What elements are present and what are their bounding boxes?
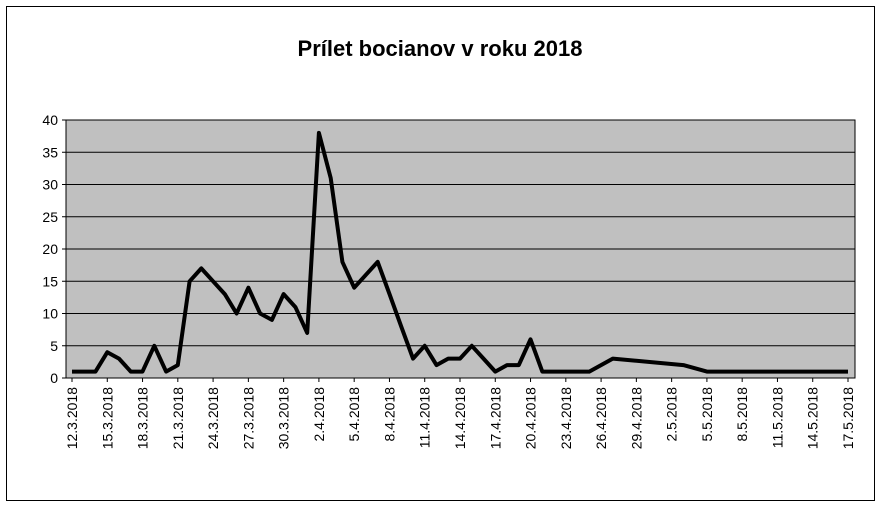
data-line: [72, 130, 848, 374]
x-tick-label: 20.4.2018: [523, 387, 539, 449]
x-tick-label: 14.5.2018: [805, 387, 821, 449]
x-tick-label: 18.3.2018: [135, 387, 151, 449]
x-tick-label: 30.3.2018: [276, 387, 292, 449]
x-tick-label: 8.5.2018: [734, 387, 750, 442]
x-tick-label: 2.5.2018: [664, 387, 680, 442]
x-tick-label: 23.4.2018: [558, 387, 574, 449]
y-tick-label: 25: [42, 209, 58, 225]
x-tick-label: 11.4.2018: [417, 387, 433, 448]
x-tick-label: 14.4.2018: [452, 387, 468, 449]
x-tick-label: 26.4.2018: [593, 387, 609, 449]
x-tick-label: 5.5.2018: [699, 387, 715, 442]
x-tick-label: 8.4.2018: [381, 387, 397, 442]
x-tick-label: 5.4.2018: [346, 387, 362, 442]
chart-title: Prílet bocianov v roku 2018: [298, 36, 583, 61]
x-tick-label: 11.5.2018: [769, 387, 785, 448]
x-tick-label: 17.4.2018: [487, 387, 503, 449]
x-tick-label: 24.3.2018: [205, 387, 221, 449]
y-tick-label: 35: [42, 144, 58, 160]
y-tick-label: 15: [42, 273, 58, 289]
y-tick-label: 20: [42, 241, 58, 257]
x-tick-label: 17.5.2018: [840, 387, 856, 449]
y-tick-label: 5: [50, 338, 58, 354]
y-tick-label: 0: [50, 370, 58, 386]
x-tick-label: 2.4.2018: [311, 387, 327, 442]
y-tick-label: 30: [42, 177, 58, 193]
x-tick-label: 29.4.2018: [628, 387, 644, 449]
x-tick-label: 15.3.2018: [99, 387, 115, 449]
x-tick-label: 27.3.2018: [240, 387, 256, 449]
y-tick-label: 10: [42, 306, 58, 322]
y-tick-label: 40: [42, 112, 58, 128]
x-tick-label: 12.3.2018: [64, 387, 80, 449]
x-tick-label: 21.3.2018: [170, 387, 186, 449]
